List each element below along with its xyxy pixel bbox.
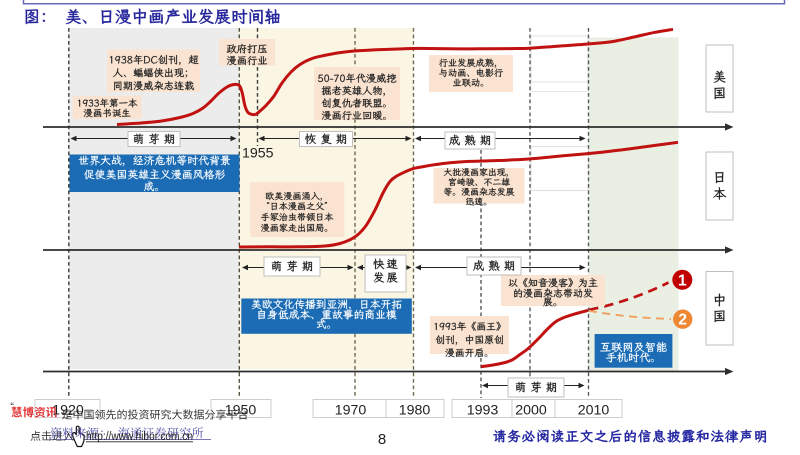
svg-text:1950: 1950 xyxy=(225,402,257,418)
svg-text:1955: 1955 xyxy=(242,145,274,161)
svg-text:1: 1 xyxy=(678,272,687,289)
svg-text:http://www.hibor.com.cn: http://www.hibor.com.cn xyxy=(86,431,193,443)
svg-text:1920: 1920 xyxy=(52,402,84,418)
svg-text:2: 2 xyxy=(678,312,687,329)
svg-text:8: 8 xyxy=(378,431,386,448)
svg-text:1980: 1980 xyxy=(399,402,431,418)
svg-text:2000: 2000 xyxy=(515,402,547,418)
svg-text:2010: 2010 xyxy=(578,402,610,418)
svg-text:1993: 1993 xyxy=(467,402,499,418)
svg-text:1970: 1970 xyxy=(335,402,367,418)
